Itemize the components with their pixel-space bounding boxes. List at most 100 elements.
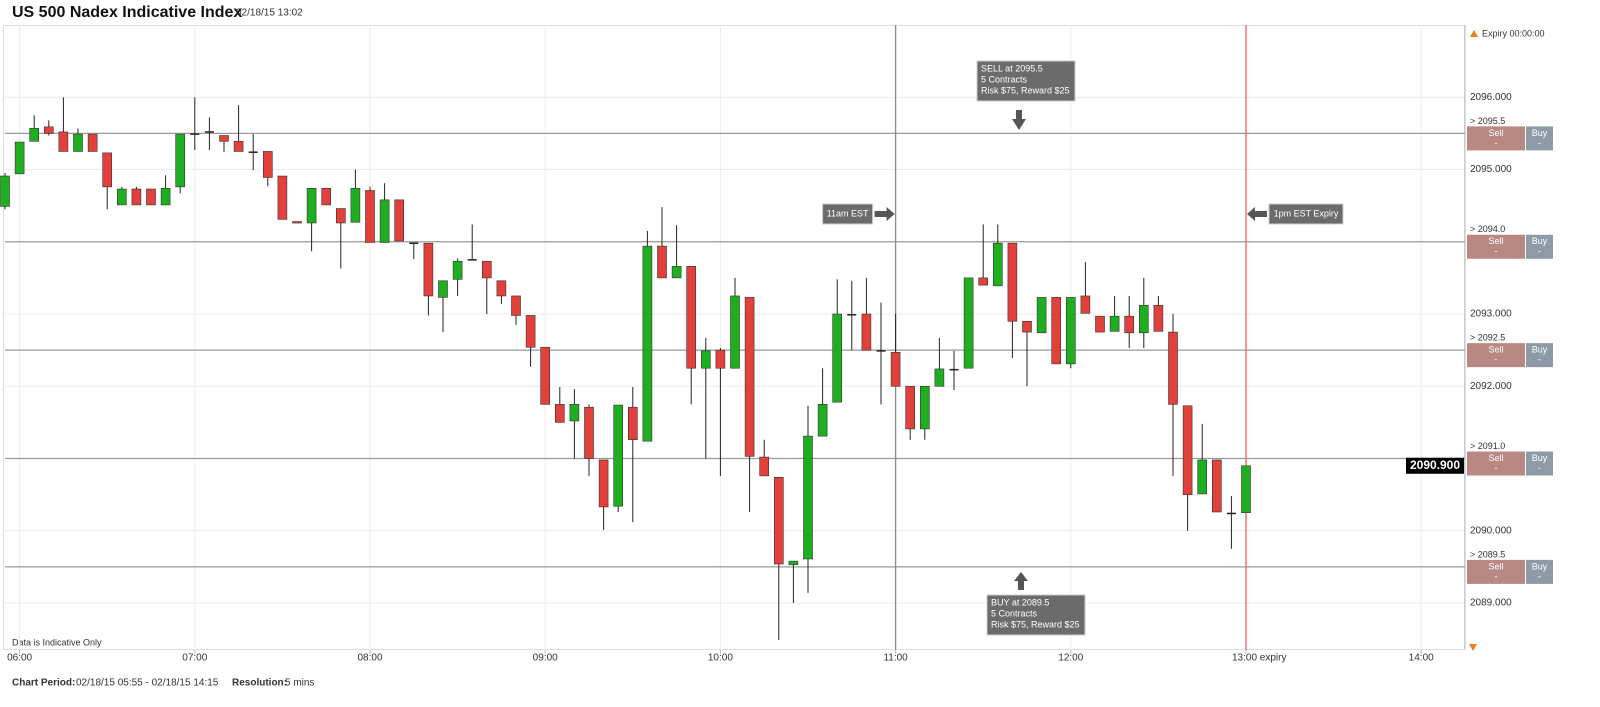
x-tick-label: 10:00 — [708, 653, 733, 664]
candle-body — [949, 368, 959, 371]
timestamp: 02/18/15 13:02 — [236, 8, 303, 19]
trade-box — [976, 60, 1076, 102]
trade-text: 5 Contracts — [991, 608, 1038, 618]
candle-body — [569, 404, 580, 422]
buy-button[interactable] — [1526, 559, 1553, 584]
candle-body — [511, 295, 521, 316]
candle-body — [642, 245, 653, 442]
candle-body — [452, 260, 463, 280]
x-tick-label: 12:00 — [1058, 653, 1083, 664]
candle-body — [409, 242, 419, 244]
trade-arrow — [1012, 110, 1026, 130]
buy-text: Buy — [1532, 128, 1548, 138]
y-tick-label: 2096.000 — [1470, 92, 1512, 103]
candle-body — [204, 131, 214, 133]
candle-body — [1051, 297, 1061, 365]
candle-body — [277, 175, 288, 220]
candle-body — [0, 175, 10, 207]
candle-body — [335, 208, 346, 224]
candle-body — [423, 242, 434, 297]
callout-text: 1pm EST Expiry — [1274, 208, 1339, 218]
candle-body — [73, 133, 83, 152]
candle-body — [700, 350, 711, 369]
candle-body — [190, 133, 200, 135]
candle-body — [978, 277, 989, 286]
buy-button[interactable] — [1526, 234, 1553, 259]
candle-body — [905, 385, 916, 430]
sell-text: Sell — [1488, 561, 1503, 571]
sell-price: - — [1495, 246, 1498, 256]
sell-button[interactable] — [1467, 559, 1525, 584]
candle-body — [1124, 315, 1134, 334]
candle-body — [1095, 315, 1105, 333]
x-tick-label: 14:00 — [1409, 653, 1434, 664]
candle-body — [365, 190, 375, 243]
trade-text: BUY at 2089.5 — [991, 597, 1049, 607]
sell-price: - — [1495, 355, 1498, 365]
candle-body — [1197, 459, 1207, 495]
candle-body — [759, 456, 770, 477]
x-tick-label: 09:00 — [533, 653, 558, 664]
candle-body — [876, 350, 886, 352]
title: US 500 Nadex Indicative Index — [12, 4, 242, 21]
candle-body — [1022, 320, 1032, 333]
candle-body — [43, 126, 54, 134]
candle-body — [744, 297, 755, 457]
candle-body — [248, 151, 258, 153]
candle-body — [525, 315, 536, 348]
buy-button[interactable] — [1526, 126, 1553, 151]
candle-body — [890, 352, 901, 387]
candle-body — [1007, 242, 1018, 322]
buy-text: Buy — [1532, 236, 1548, 246]
callout-box — [822, 203, 874, 225]
candle-body — [496, 280, 507, 297]
sell-text: Sell — [1488, 345, 1503, 355]
candle-body — [117, 188, 127, 206]
sell-text: Sell — [1488, 128, 1503, 138]
x-tick-label: 07:00 — [182, 653, 207, 664]
y-tick-label: 2092.000 — [1470, 381, 1512, 392]
sell-button[interactable] — [1467, 451, 1525, 476]
sell-price: - — [1495, 138, 1498, 148]
trade-box — [986, 594, 1086, 636]
candle-body — [817, 404, 828, 437]
candle-body — [715, 349, 726, 369]
strike-label: > 2094.0 — [1470, 224, 1505, 234]
candle-body — [481, 260, 492, 279]
resolution-label: Resolution: — [232, 678, 287, 689]
y-tick-label: 2093.000 — [1470, 309, 1512, 320]
sell-price: - — [1495, 571, 1498, 581]
candle-body — [1182, 405, 1193, 495]
candle-body — [992, 242, 1003, 287]
buy-button[interactable] — [1526, 343, 1553, 368]
candle-body — [14, 141, 25, 175]
sell-text: Sell — [1488, 236, 1503, 246]
note: Data is Indicative Only — [12, 637, 102, 647]
buy-button[interactable] — [1526, 451, 1553, 476]
candle-body — [58, 131, 69, 152]
last-price-box — [1406, 457, 1464, 474]
strike-label: > 2089.5 — [1470, 549, 1505, 559]
candle-body — [671, 266, 682, 279]
x-tick-label: 08:00 — [357, 653, 382, 664]
candle-body — [292, 221, 302, 224]
candle-body — [29, 128, 40, 142]
period-label: Chart Period: — [12, 678, 75, 689]
candle-body — [540, 346, 551, 405]
candle-body — [87, 133, 98, 152]
scroll-icon — [1469, 644, 1477, 651]
sell-button[interactable] — [1467, 343, 1525, 368]
candle-body — [1153, 305, 1164, 332]
candle-body — [963, 277, 974, 369]
candle-body — [1066, 297, 1076, 365]
trade-text: SELL at 2095.5 — [981, 63, 1043, 73]
sell-button[interactable] — [1467, 234, 1525, 259]
sell-price: - — [1495, 463, 1498, 473]
period: 02/18/15 05:55 - 02/18/15 14:15 — [76, 678, 219, 689]
candle-body — [1139, 305, 1149, 334]
candle-body — [146, 188, 156, 206]
candle-body — [1168, 331, 1178, 405]
sell-button[interactable] — [1467, 126, 1525, 151]
